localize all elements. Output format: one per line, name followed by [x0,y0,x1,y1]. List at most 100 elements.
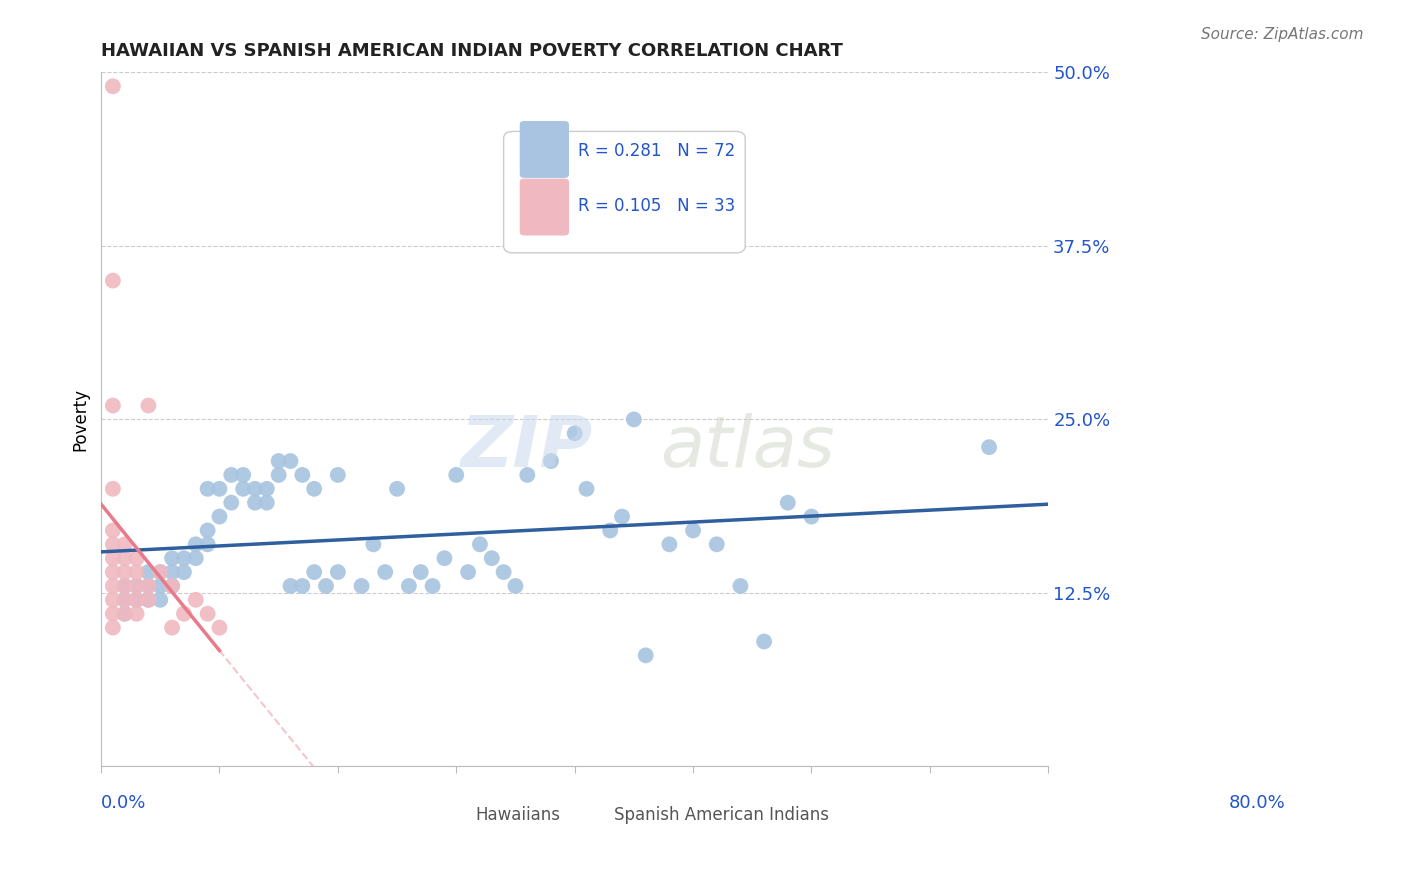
Point [256,496,278,510]
Point [101,607,124,621]
Point [243,482,266,496]
Point [457,565,479,579]
Point [160,621,183,635]
Point [197,537,219,551]
Point [446,467,468,482]
Point [197,524,219,538]
Point [208,482,231,496]
Point [977,440,1000,454]
Point [184,537,207,551]
Point [138,579,160,593]
FancyBboxPatch shape [503,131,745,252]
Point [505,579,527,593]
Point [208,509,231,524]
Text: Source: ZipAtlas.com: Source: ZipAtlas.com [1201,27,1364,42]
Text: R = 0.105   N = 33: R = 0.105 N = 33 [578,197,735,215]
Point [776,496,799,510]
Point [243,496,266,510]
Point [623,412,645,426]
Point [114,579,136,593]
Point [101,524,124,538]
Point [125,592,148,607]
Point [101,399,124,413]
Y-axis label: Poverty: Poverty [72,388,89,451]
Point [575,482,598,496]
Point [160,551,183,566]
Point [160,579,183,593]
Point [149,565,172,579]
Point [114,607,136,621]
Point [101,274,124,288]
Point [540,454,562,468]
Point [706,537,728,551]
Point [138,579,160,593]
Point [114,607,136,621]
Point [114,592,136,607]
Point [326,467,349,482]
Text: Hawaiians: Hawaiians [475,806,560,824]
Point [101,79,124,94]
Point [291,579,314,593]
Point [468,537,491,551]
Point [101,579,124,593]
Point [658,537,681,551]
Point [184,551,207,566]
Point [291,467,314,482]
Point [125,565,148,579]
Point [138,592,160,607]
Text: atlas: atlas [659,413,835,482]
Point [730,579,752,593]
Point [149,579,172,593]
Point [385,482,408,496]
Point [363,537,385,551]
Point [138,399,160,413]
Point [280,579,302,593]
Point [138,565,160,579]
Point [682,524,704,538]
Point [267,454,290,468]
Point [125,551,148,566]
Point [326,565,349,579]
Point [149,565,172,579]
Point [315,579,337,593]
Point [125,579,148,593]
Point [516,467,538,482]
Text: 80.0%: 80.0% [1229,794,1285,812]
Point [125,607,148,621]
Point [409,565,432,579]
Point [114,565,136,579]
Point [302,565,325,579]
Point [599,524,621,538]
Point [634,648,657,663]
Point [564,426,586,441]
Point [398,579,420,593]
Point [221,496,243,510]
Point [114,592,136,607]
FancyBboxPatch shape [434,800,471,831]
Point [302,482,325,496]
Point [256,482,278,496]
Point [101,537,124,551]
Point [610,509,633,524]
Point [267,467,290,482]
Text: Spanish American Indians: Spanish American Indians [614,806,830,824]
Point [125,592,148,607]
Point [232,482,254,496]
FancyBboxPatch shape [520,121,569,178]
Point [221,467,243,482]
Point [232,467,254,482]
Text: R = 0.281   N = 72: R = 0.281 N = 72 [578,142,735,160]
Point [173,551,195,566]
Point [114,551,136,566]
Point [422,579,444,593]
Point [101,592,124,607]
Point [160,579,183,593]
Point [481,551,503,566]
Point [101,482,124,496]
Point [125,579,148,593]
Point [197,607,219,621]
Text: 0.0%: 0.0% [101,794,146,812]
Point [208,621,231,635]
Text: ZIP: ZIP [461,413,593,482]
Point [101,621,124,635]
